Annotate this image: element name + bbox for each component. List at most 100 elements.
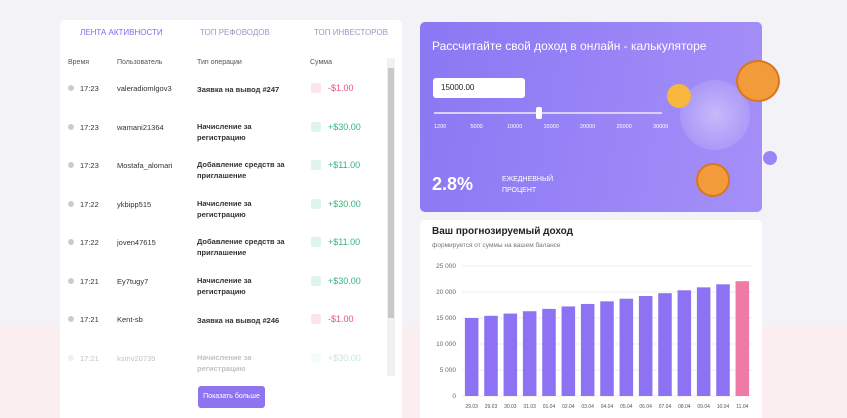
y-tick-label: 5 000 (440, 367, 457, 374)
operation: Начисление за регистрацию (197, 275, 252, 296)
x-tick-label: 01.04 (543, 404, 556, 410)
y-tick-label: 10 000 (436, 341, 456, 348)
bar (677, 290, 692, 396)
amount: +$30.00 (328, 121, 361, 132)
time: 17:21 (80, 353, 99, 363)
x-tick-label: 07.04 (659, 404, 672, 410)
amount-icon (311, 83, 321, 93)
time: 17:22 (80, 199, 99, 209)
user: valeradiomlgov3 (117, 84, 172, 93)
operation: Заявка на вывод #247 (197, 85, 280, 94)
operation: Заявка на вывод #246 (197, 316, 280, 325)
column-header: Сумма (310, 59, 332, 66)
amount-input[interactable]: 15000.00 (433, 78, 525, 98)
coin-emoji (667, 84, 691, 108)
bar (561, 306, 576, 396)
amount: +$11.00 (328, 237, 361, 247)
user: ksmv20739 (117, 353, 156, 363)
amount: -$1.00 (328, 314, 354, 324)
x-tick-label: 08.04 (678, 404, 691, 410)
operation: Добавление средств за приглашение (197, 237, 285, 257)
scrollbar-thumb[interactable] (388, 68, 394, 318)
slider-label: 5000 (470, 124, 483, 130)
slider-label: 20000 (580, 124, 596, 130)
x-tick-label: 29.03 (485, 404, 498, 410)
bar (696, 287, 711, 396)
slider-label: 15000 (543, 124, 559, 130)
amount: +$30.00 (328, 352, 361, 363)
user: Ey7tugy7 (117, 276, 149, 286)
tab[interactable]: ТОП ИНВЕСТОРОВ (314, 28, 388, 37)
user: Kent-sb (117, 315, 143, 324)
x-tick-label: 03.04 (581, 404, 594, 410)
x-tick-label: 11.04 (736, 404, 748, 410)
time-icon (68, 239, 74, 245)
x-tick-label: 09.04 (697, 404, 710, 410)
calculator-title: Рассчитайте свой доход в онлайн - кальку… (432, 39, 707, 53)
time-icon (68, 123, 74, 130)
slider-label: 1200 (434, 124, 447, 130)
slider-label: 10000 (507, 124, 523, 130)
operation: Начисление за регистрацию (197, 352, 252, 373)
amount-icon (311, 314, 321, 324)
time-icon (68, 85, 74, 91)
bar (716, 284, 730, 396)
chart-subtitle: формируется от суммы на вашем балансе (432, 241, 561, 249)
coin (736, 60, 780, 102)
x-tick-label: 06.04 (639, 404, 652, 410)
show-more-button[interactable]: Показать больше (198, 386, 265, 408)
y-tick-label: 15 000 (436, 315, 456, 322)
y-tick-label: 0 (452, 393, 456, 400)
coin (696, 163, 730, 197)
amount-icon (311, 352, 321, 363)
amount-icon (311, 160, 321, 170)
slider-label: 25000 (616, 124, 632, 130)
time: 17:21 (80, 276, 99, 286)
bar (619, 298, 634, 396)
x-tick-label: 02.04 (562, 404, 575, 410)
time: 17:23 (80, 161, 99, 170)
column-header: Время (68, 59, 90, 66)
slider-handle[interactable] (536, 107, 542, 119)
amount: +$30.00 (328, 198, 361, 209)
amount: +$11.00 (328, 160, 361, 170)
time: 17:23 (80, 84, 99, 93)
amount-icon (311, 237, 321, 247)
time-icon (68, 200, 74, 207)
y-tick-label: 20 000 (436, 289, 456, 296)
user: wamani21364 (117, 122, 164, 132)
rate-label: ЕЖЕДНЕВНЫЙ ПРОЦЕНТ (502, 176, 554, 194)
rate: 2.8% (432, 174, 474, 194)
operation: Начисление за регистрацию (197, 121, 252, 142)
amount-icon (311, 121, 321, 132)
time: 17:22 (80, 238, 99, 247)
activity-card (60, 20, 402, 418)
x-tick-label: 30.03 (504, 404, 517, 410)
y-tick-label: 25 000 (436, 263, 456, 270)
tab[interactable]: ЛЕНТА АКТИВНОСТИ (80, 28, 163, 37)
amount: +$30.00 (328, 275, 361, 286)
amount: -$1.00 (328, 83, 354, 93)
time-icon (68, 162, 74, 168)
bar (600, 301, 614, 396)
x-tick-label: 29.03 (465, 404, 478, 410)
x-tick-label: 04.04 (601, 404, 614, 410)
bar (580, 303, 595, 396)
time-icon (68, 316, 74, 322)
amount-icon (311, 275, 321, 286)
tab[interactable]: ТОП РЕФОВОДОВ (200, 28, 270, 37)
column-header: Пользователь (117, 59, 163, 66)
bar (658, 293, 672, 396)
slider-track (434, 112, 662, 114)
x-tick-label: 31.03 (523, 404, 536, 410)
amount-icon (311, 198, 321, 209)
bar (638, 296, 653, 396)
bar (735, 281, 750, 396)
operation: Добавление средств за приглашение (197, 160, 285, 180)
bar (503, 313, 518, 396)
time-icon (68, 354, 74, 361)
time-icon (68, 277, 74, 284)
time: 17:21 (80, 315, 99, 324)
